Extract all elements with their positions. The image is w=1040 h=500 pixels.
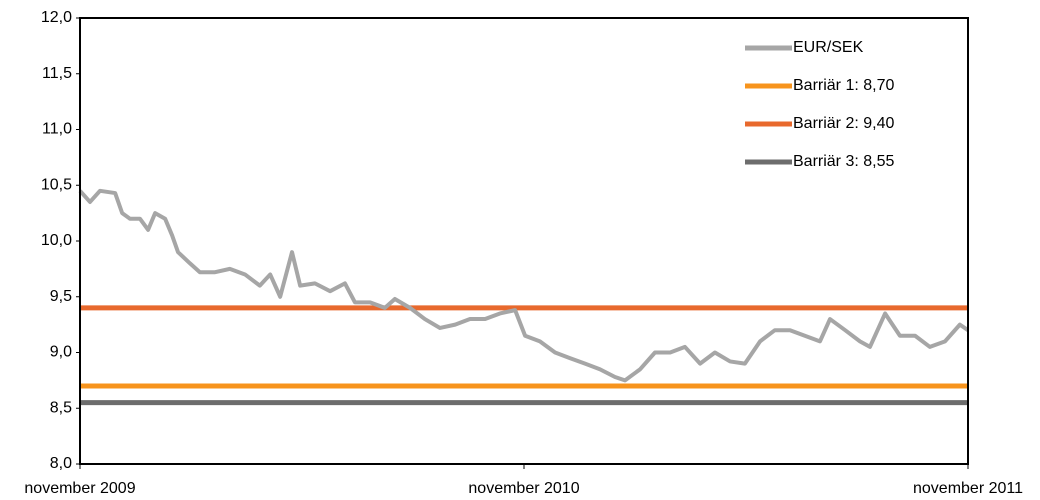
y-tick-label: 8,5 [50,399,72,416]
x-tick-label: november 2011 [913,480,1023,497]
y-tick-label: 10,0 [41,232,72,249]
y-tick-label: 9,5 [50,288,72,305]
legend-label: Barriär 3: 8,55 [793,153,894,170]
legend-label: Barriär 1: 8,70 [793,77,894,94]
y-tick-label: 11,0 [42,121,72,138]
legend-label: Barriär 2: 9,40 [793,115,894,132]
y-tick-label: 11,5 [42,65,72,82]
y-tick-label: 10,5 [41,176,72,193]
x-tick-label: november 2010 [468,480,579,497]
x-tick-label: november 2009 [24,480,135,497]
y-tick-label: 12,0 [41,9,72,26]
legend-label: EUR/SEK [793,39,864,56]
data-line [78,188,970,383]
y-tick-label: 9,0 [50,344,72,361]
plot-frame [79,17,969,465]
y-tick-label: 8,0 [50,455,72,472]
